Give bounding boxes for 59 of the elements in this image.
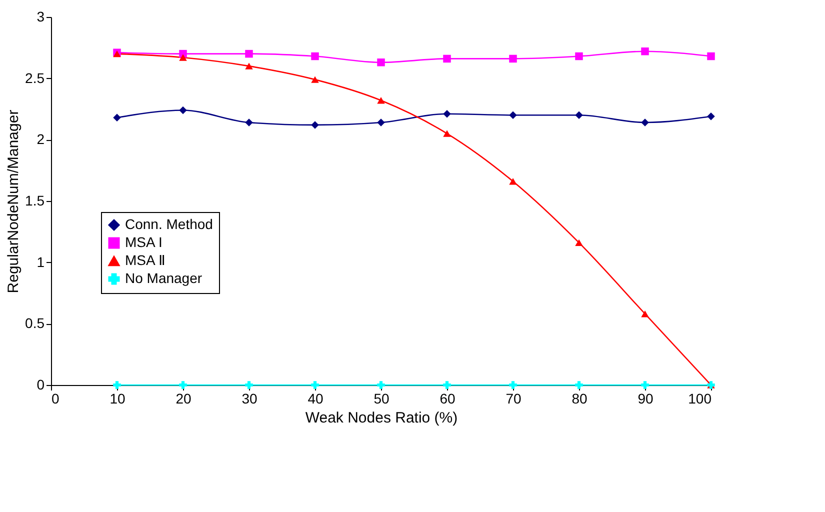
point [311,121,319,129]
point [245,118,253,126]
x-tick-label: 80 [572,390,588,406]
y-tick-label: 3 [36,8,45,24]
y-axis-title: RegularNodeNum/Manager [5,110,22,294]
x-axis-title: Weak Nodes Ratio (%) [305,410,458,426]
point [575,239,583,246]
point [443,381,451,389]
point [443,54,451,63]
point [641,118,649,126]
y-tick-label: 2.5 [25,70,45,86]
point [641,47,649,56]
y-tick-label: 0.5 [25,315,45,332]
point [245,50,253,58]
legend-label: No Manager [125,270,202,286]
x-tick-label: 0 [52,390,60,406]
point [311,381,319,389]
point [575,52,583,60]
point [443,110,451,118]
legend-label: MSA I [125,234,162,250]
point [575,381,583,389]
y-tick-label: 1.5 [25,192,45,208]
point [179,381,187,389]
x-tick-label: 20 [176,390,192,406]
point [245,62,253,70]
x-tick-label: 90 [638,390,654,406]
point [509,54,517,63]
x-tick-label: 10 [110,390,126,406]
legend-label: Conn. Method [125,216,213,232]
point [509,178,517,185]
x-tick-label: 70 [506,390,522,406]
legend-label: MSA Ⅱ [125,252,166,268]
point [707,52,715,60]
point [641,310,649,318]
point [575,111,583,120]
point [113,114,121,122]
point [377,118,385,126]
x-tick-label: 30 [242,390,258,406]
point [377,381,385,389]
point [179,106,187,114]
point [245,381,253,389]
point [443,130,451,137]
x-tick-label: 40 [308,390,324,406]
x-tick-label: 100 [688,390,712,406]
point [377,58,385,66]
point [377,97,385,104]
x-tick-label: 50 [374,390,390,406]
y-tick-label: 1 [36,254,45,270]
y-tick-label: 0 [36,376,45,392]
point [641,381,649,389]
point [311,52,319,60]
y-tick-label: 2 [36,131,45,148]
point [707,112,715,120]
point [509,381,517,389]
point [311,76,319,83]
x-tick-label: 60 [440,390,456,406]
point [509,111,517,120]
point [179,54,187,61]
point [113,381,121,389]
